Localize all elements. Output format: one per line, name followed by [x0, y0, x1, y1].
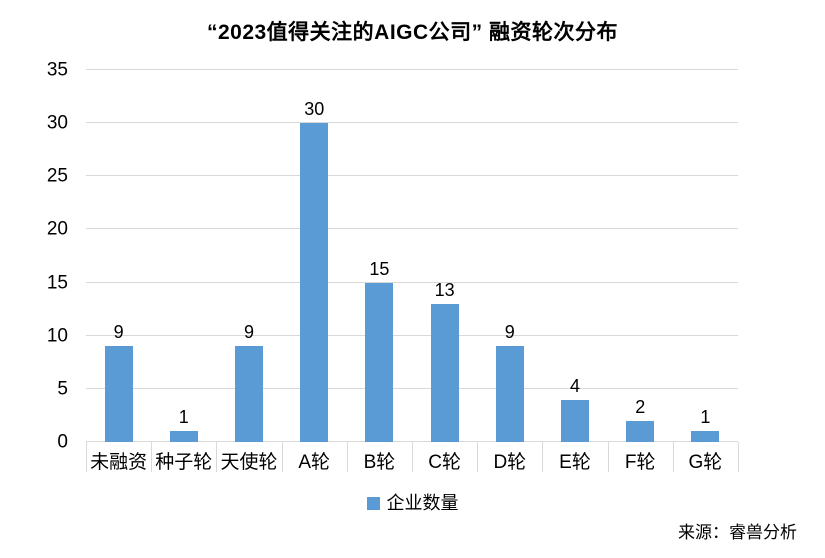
legend-label: 企业数量: [386, 493, 459, 513]
gridline: [86, 441, 738, 442]
bar-value-label: 9: [243, 322, 255, 343]
bar-value-label: 15: [369, 258, 390, 279]
bar-未融资: 9: [104, 323, 133, 442]
y-tick-label: 15: [46, 272, 68, 294]
x-tick-label: D轮: [493, 452, 527, 473]
bar-slot: 1: [673, 70, 738, 442]
bar-B轮: 15: [365, 260, 394, 442]
x-tick-label: E轮: [559, 452, 591, 473]
bar-value-label: 4: [570, 375, 581, 396]
x-axis-tick: [281, 442, 283, 472]
x-axis-tick: [216, 442, 218, 472]
gridline: [86, 281, 738, 283]
bar-G轮: 1: [691, 408, 720, 442]
bar-C轮: 13: [430, 281, 459, 442]
gridline: [86, 334, 738, 336]
legend-swatch: [366, 496, 380, 510]
x-tick-label: F轮: [624, 452, 656, 473]
x-axis-tick: [412, 442, 413, 472]
bar-value-label: 30: [304, 99, 325, 120]
x-tick-label: B轮: [363, 452, 396, 473]
bar-F轮: 2: [626, 398, 655, 442]
x-axis-tick: [151, 442, 153, 472]
bar-value-label: 9: [504, 322, 515, 343]
bar-slot: 9: [477, 70, 542, 442]
y-tick-label: 30: [46, 112, 68, 134]
x-axis-tick: [477, 442, 479, 472]
y-tick-label: 10: [46, 325, 68, 347]
x-tick-label: 种子轮: [155, 452, 213, 473]
bar-slot: 2: [608, 70, 673, 442]
x-tick-label: G轮: [688, 452, 723, 473]
gridline: [86, 228, 738, 230]
x-tick-label: 天使轮: [220, 452, 278, 473]
y-tick-label: 20: [46, 218, 68, 240]
bar-value-label: 9: [113, 322, 124, 343]
bar-slot: 9: [216, 70, 281, 442]
y-tick-label: 5: [57, 378, 68, 400]
x-axis-tick: [672, 442, 674, 472]
x-axis-labels: 未融资 种子轮 天使轮 A轮 B轮 C轮 D轮 E轮 F轮 G轮: [86, 450, 738, 476]
plot-wrap: 9 1 9 30 15 13 9 4 2 1: [86, 69, 739, 472]
x-axis-tick: [607, 442, 609, 472]
bar-value-label: 13: [434, 279, 455, 300]
gridline: [86, 122, 738, 124]
bar-天使轮: 9: [235, 323, 263, 442]
bar-D轮: 9: [495, 323, 524, 442]
x-axis-tick: [542, 442, 544, 472]
bar-value-label: 2: [635, 396, 646, 417]
bar-value-label: 1: [700, 407, 711, 428]
source-text: 来源：睿兽分析: [678, 523, 797, 542]
bars-container: 9 1 9 30 15 13 9 4 2 1: [86, 70, 738, 442]
y-axis: 0 5 10 15 20 25 30 35: [24, 61, 76, 452]
bar-slot: 1: [151, 70, 216, 442]
bar-种子轮: 1: [169, 408, 198, 442]
y-tick-label: 0: [57, 431, 68, 453]
x-tick-label: A轮: [298, 452, 331, 473]
bar-slot: 4: [542, 70, 607, 442]
bar-slot: 15: [347, 70, 412, 442]
bar-E轮: 4: [561, 377, 590, 442]
y-tick-label: 35: [46, 59, 68, 81]
plot-area: 9 1 9 30 15 13 9 4 2 1: [86, 69, 739, 472]
y-tick-label: 25: [46, 165, 68, 187]
x-axis-tick: [738, 442, 739, 472]
gridline: [86, 175, 738, 177]
legend: 企业数量: [0, 494, 825, 512]
bar-value-label: 1: [178, 407, 189, 428]
x-tick-label: C轮: [428, 452, 461, 473]
bar-slot: 30: [282, 70, 347, 442]
bar-slot: 13: [412, 70, 477, 442]
bar-A轮: 30: [300, 100, 329, 442]
chart-title: “2023值得关注的AIGC公司” 融资轮次分布: [206, 21, 619, 44]
gridline: [86, 387, 738, 389]
x-axis-tick: [346, 442, 348, 472]
x-tick-label: 未融资: [90, 452, 148, 473]
gridline: [86, 69, 738, 70]
x-axis-tick: [86, 442, 87, 472]
bar-slot: 9: [86, 70, 151, 442]
